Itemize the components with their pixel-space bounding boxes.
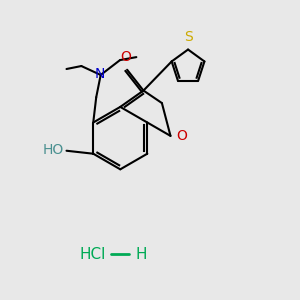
Text: O: O (176, 129, 187, 143)
Text: HO: HO (43, 143, 64, 157)
Text: O: O (120, 50, 131, 64)
Text: N: N (95, 68, 105, 81)
Text: H: H (135, 247, 147, 262)
Text: HCl: HCl (79, 247, 105, 262)
Text: S: S (184, 30, 192, 44)
